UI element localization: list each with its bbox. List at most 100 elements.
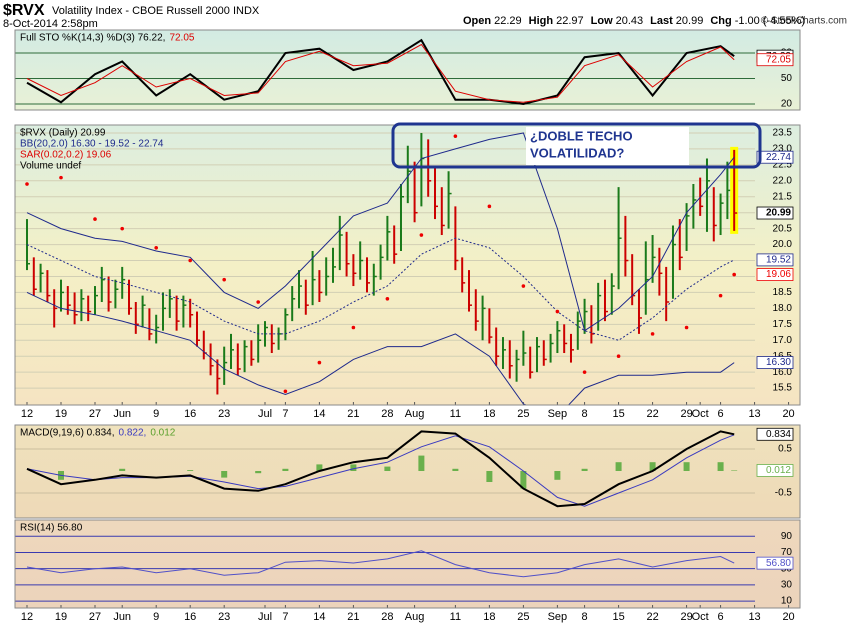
x-tick-label: 6 xyxy=(718,611,724,623)
x-tick-label: 23 xyxy=(218,611,230,623)
value-tag-box xyxy=(756,53,794,67)
sar-dot xyxy=(154,245,158,250)
y-tick-label: -0.5 xyxy=(775,488,793,499)
x-tick-label: 12 xyxy=(21,408,33,420)
quote-value: 20.43 xyxy=(616,15,644,27)
symbol: $RVX xyxy=(3,2,45,19)
plot-area xyxy=(26,38,735,106)
x-tick-label: 14 xyxy=(313,611,325,623)
sar-dot xyxy=(25,182,29,186)
histogram-bar xyxy=(221,470,228,478)
series-line xyxy=(26,43,735,103)
panel-border xyxy=(14,519,801,609)
y-tick-label: 70 xyxy=(781,547,793,558)
value-tag-box xyxy=(756,150,794,164)
panel-background xyxy=(15,520,800,608)
sar-dot xyxy=(582,370,587,374)
x-tick-label: 20 xyxy=(782,611,794,623)
series-line xyxy=(26,430,735,508)
y-tick-label: 16.0 xyxy=(773,367,793,378)
histogram-bar xyxy=(452,468,459,471)
sar-dot xyxy=(419,233,424,237)
value-tag-box xyxy=(756,268,794,281)
x-tick-label: 18 xyxy=(483,408,495,420)
x-tick-label: 28 xyxy=(381,408,393,420)
sar-dot xyxy=(188,258,192,263)
sar-dot xyxy=(385,297,390,301)
value-tag: 16.30 xyxy=(766,357,791,368)
legend-entry: $RVX (Daily) 20.99 xyxy=(20,128,106,139)
panel-background xyxy=(15,425,800,518)
y-tick-label: 20.0 xyxy=(773,239,793,250)
quote-value: 22.29 xyxy=(494,15,522,27)
x-tick-label: Jun xyxy=(113,611,131,623)
sar-dot xyxy=(684,325,689,330)
x-tick-label: 13 xyxy=(748,408,760,420)
sar-dot xyxy=(521,284,526,288)
value-tag-box xyxy=(756,464,794,477)
annotation-text: VOLATILIDAD? xyxy=(530,145,624,160)
series-line xyxy=(26,237,735,341)
y-tick-label: 21.5 xyxy=(773,191,793,202)
x-tick-label: 15 xyxy=(612,408,624,420)
series-line xyxy=(26,132,735,332)
value-tag: 19.52 xyxy=(766,255,791,266)
x-tick-label: 9 xyxy=(153,611,159,623)
x-tick-label: 6 xyxy=(718,408,724,420)
value-tag: 19.06 xyxy=(766,269,791,280)
quote-value: 22.97 xyxy=(556,15,584,27)
timestamp: 8-Oct-2014 2:58pm xyxy=(3,18,98,30)
x-tick-label: 28 xyxy=(381,611,393,623)
x-tick-label: 25 xyxy=(517,611,529,623)
histogram-bar xyxy=(554,470,561,480)
value-tag-box xyxy=(756,253,794,267)
x-tick-label: Jul xyxy=(258,611,272,623)
x-tick-label: 7 xyxy=(282,611,288,623)
y-tick-label: 22.0 xyxy=(773,175,793,186)
x-tick-label: Sep xyxy=(548,611,568,623)
series-line xyxy=(26,550,735,578)
y-tick-label: 23.0 xyxy=(773,144,793,155)
y-tick-label: 18.5 xyxy=(773,287,793,298)
panel-border xyxy=(14,29,801,111)
value-tag-box xyxy=(756,356,794,369)
legend-entry: 0.822, xyxy=(119,428,147,439)
quote-label: Chg xyxy=(710,15,731,27)
value-tag: 20.99 xyxy=(766,208,791,219)
y-tick-label: 90 xyxy=(781,531,793,542)
sar-dot xyxy=(650,332,655,336)
sar-dot xyxy=(487,204,492,209)
legend-entry: 0.012 xyxy=(150,428,175,439)
histogram-bar xyxy=(282,468,289,471)
y-tick-label: 50 xyxy=(781,73,793,84)
x-tick-label: 16 xyxy=(184,611,196,623)
y-tick-label: 17.0 xyxy=(773,335,793,346)
histogram-bar xyxy=(119,468,126,471)
y-tick-label: 20 xyxy=(781,99,793,110)
x-tick-label: 19 xyxy=(55,408,67,420)
x-tick-label: 29 xyxy=(680,408,692,420)
quote-label: Low xyxy=(591,15,613,27)
annotation-text: ¿DOBLE TECHO xyxy=(530,128,633,143)
legend-entry: MACD(9,19,6) 0.834, xyxy=(20,428,115,439)
value-tag-box xyxy=(756,206,794,220)
histogram-bar xyxy=(520,470,527,489)
y-tick-label: 30 xyxy=(781,580,793,591)
x-tick-label: Oct xyxy=(692,408,709,420)
annotation: ¿DOBLE TECHO VOLATILIDAD? xyxy=(391,122,762,169)
y-tick-label: 18.0 xyxy=(773,303,793,314)
x-tick-label: 9 xyxy=(153,408,159,420)
x-tick-label: Sep xyxy=(548,408,568,420)
x-tick-label: Jun xyxy=(113,408,131,420)
annotation-fill xyxy=(526,127,689,165)
x-tick-label: 16 xyxy=(184,408,196,420)
annotation-box xyxy=(391,122,762,169)
x-tick-label: Aug xyxy=(405,611,425,623)
panel: 15.516.016.517.017.518.018.519.019.520.0… xyxy=(14,124,801,420)
value-tag-box xyxy=(756,556,794,570)
x-tick-label: 22 xyxy=(646,408,658,420)
sar-dot xyxy=(317,360,322,365)
plot-area xyxy=(25,132,739,405)
x-tick-label: 15 xyxy=(612,611,624,623)
